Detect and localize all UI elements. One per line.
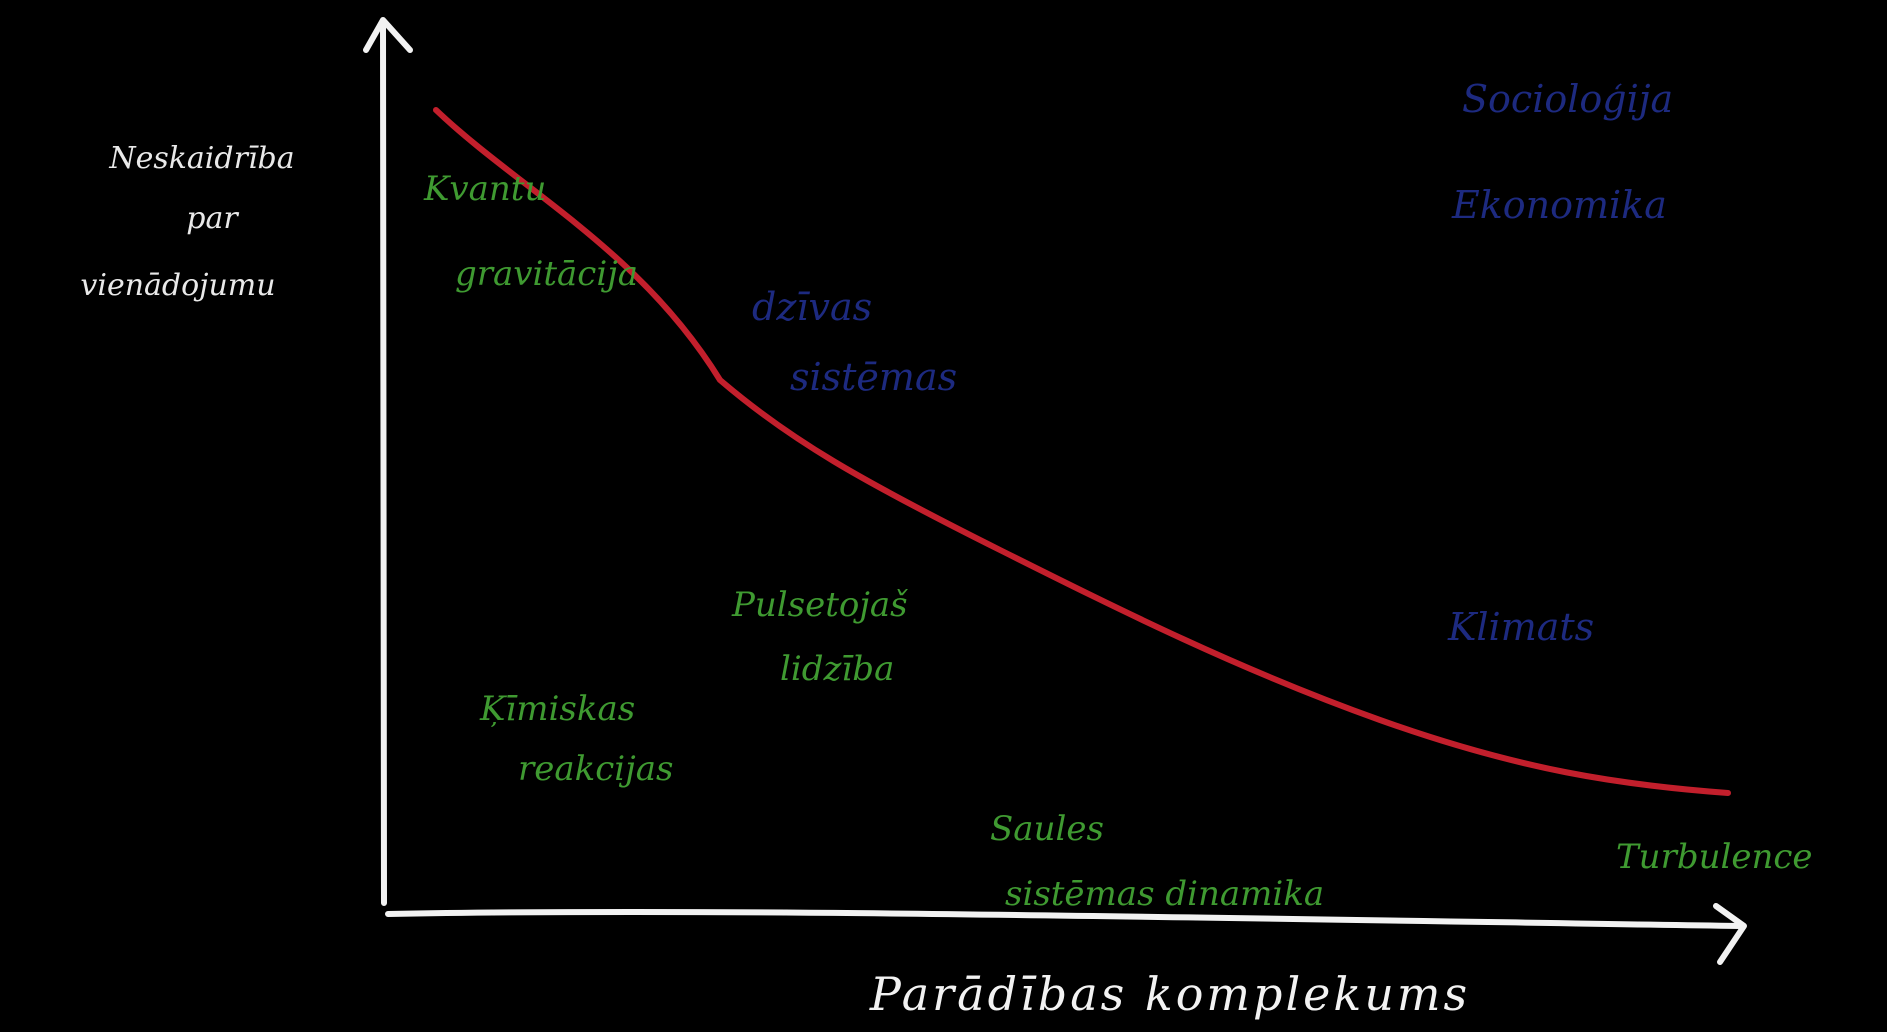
y-axis-label: Neskaidrība par vienādojumu	[80, 141, 294, 303]
label-pulsetajs: Pulsetojaš	[731, 585, 908, 625]
label-pulsetajs: lidzība	[780, 649, 894, 689]
y-axis-line	[380, 19, 387, 906]
label-kimiskas: Ķīmiskas	[479, 689, 635, 729]
x-axis-label: Parādības komplekums	[869, 967, 1470, 1021]
y-axis-label-line: Neskaidrība	[108, 141, 294, 176]
label-sociologija: Socioloģija	[1462, 77, 1673, 121]
label-kvantu: Kvantu	[423, 169, 546, 209]
label-dzivas: dzīvas	[752, 285, 872, 329]
y-axis-label-line: par	[186, 201, 239, 236]
x-axis-line	[385, 908, 1743, 929]
x-axis-arrowhead	[1713, 903, 1747, 965]
y-axis-label-line: vienādojumu	[80, 268, 275, 303]
label-saules: Saules	[990, 809, 1104, 849]
label-kimiskas: reakcijas	[518, 749, 673, 789]
green-labels: Kvantu gravitācija Ķīmiskas reakcijas Pu…	[423, 169, 1813, 914]
label-klimats: Klimats	[1447, 605, 1594, 649]
label-kvantu: gravitācija	[455, 254, 638, 294]
axes	[363, 17, 1747, 965]
label-turbulence: Turbulence	[1616, 837, 1813, 877]
label-saules: sistēmas dinamika	[1005, 874, 1324, 914]
blue-labels: dzīvas sistēmas Socioloģija Ekonomika Kl…	[752, 77, 1673, 649]
label-sociologija: Ekonomika	[1451, 183, 1667, 227]
label-dzivas: sistēmas	[790, 355, 957, 399]
y-axis-arrowhead	[363, 17, 413, 53]
complexity-curve	[433, 107, 1731, 796]
